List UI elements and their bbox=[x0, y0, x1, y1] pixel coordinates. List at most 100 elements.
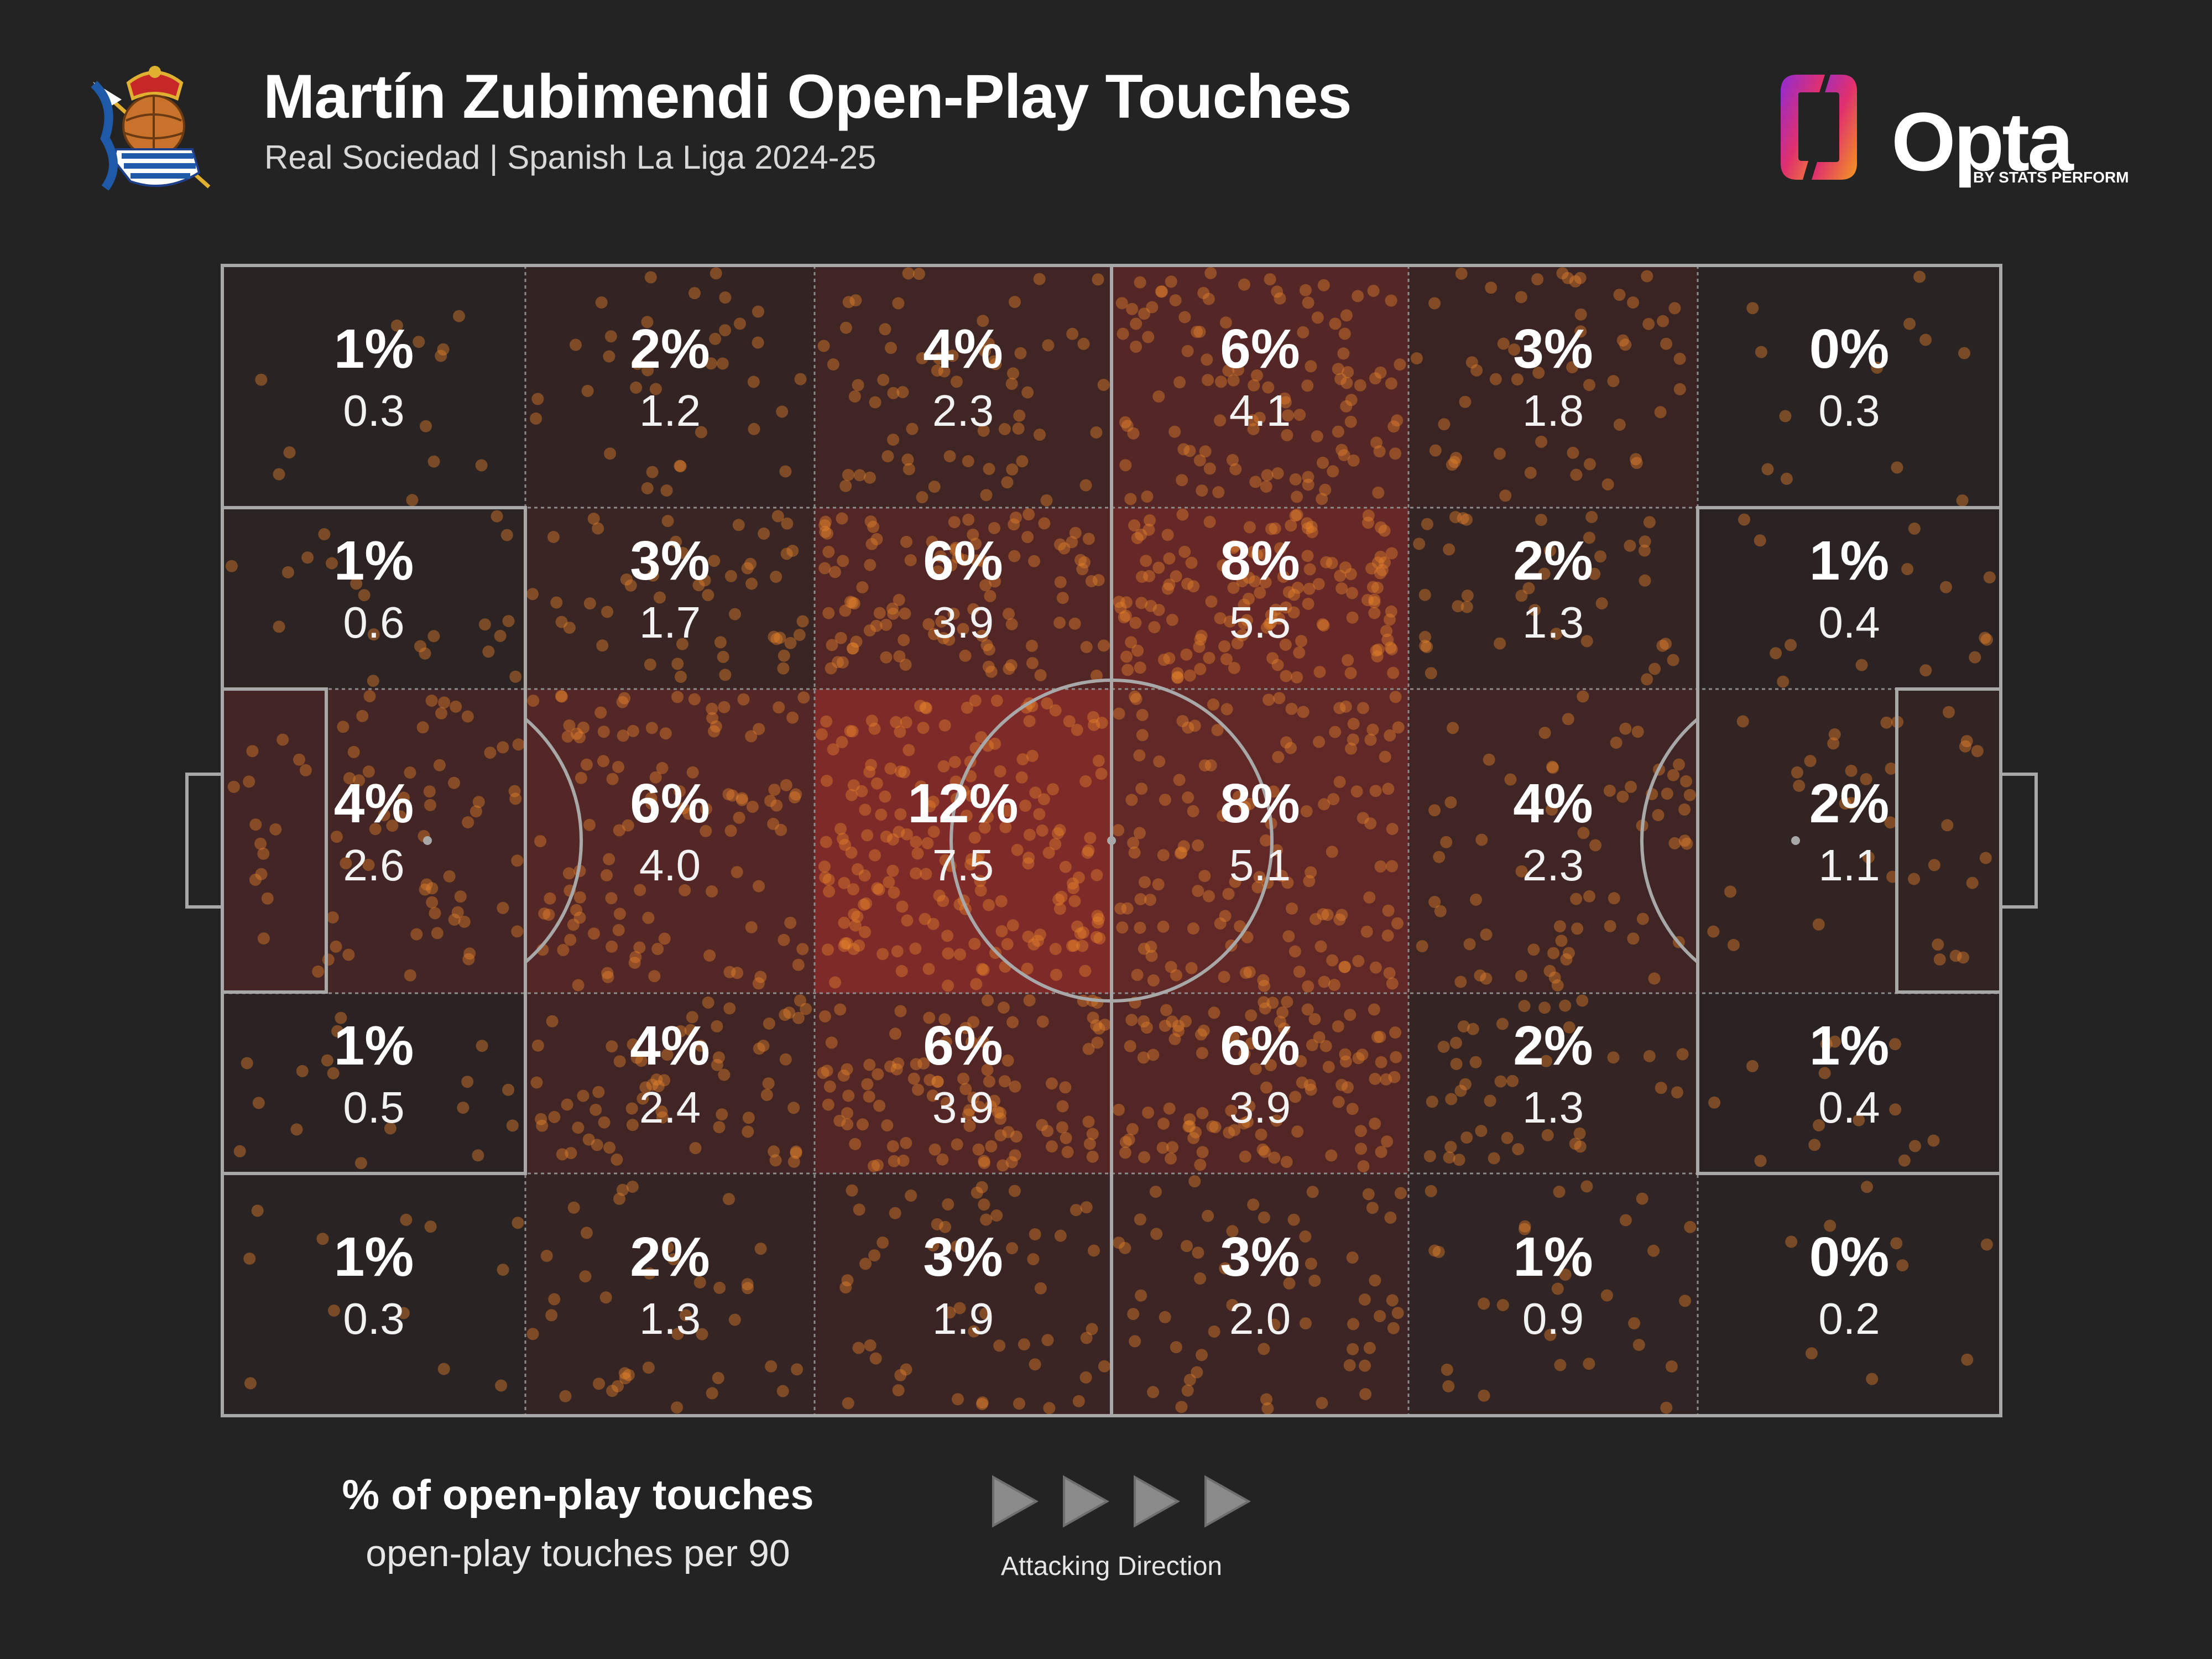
touch-dot bbox=[1384, 641, 1397, 654]
chart-title: Martín Zubimendi Open-Play Touches bbox=[263, 62, 1352, 131]
touch-dot bbox=[1880, 716, 1893, 729]
touch-dot bbox=[601, 606, 614, 618]
touch-dot bbox=[741, 562, 754, 575]
touch-dot bbox=[900, 1363, 912, 1376]
touch-dot bbox=[1169, 294, 1182, 307]
touch-dot bbox=[645, 792, 658, 805]
touch-dot bbox=[437, 343, 450, 356]
touch-dot bbox=[1340, 377, 1353, 389]
touch-dot bbox=[1969, 651, 1981, 664]
touch-dot bbox=[1667, 654, 1679, 666]
touch-dot bbox=[856, 1118, 869, 1131]
touch-dot bbox=[1135, 1289, 1147, 1302]
touch-dot bbox=[1168, 1033, 1181, 1045]
touch-dot bbox=[1009, 1080, 1021, 1093]
touch-dot bbox=[1824, 1219, 1837, 1232]
touch-dot bbox=[1135, 528, 1147, 541]
touch-dot bbox=[863, 1058, 876, 1071]
touch-dot bbox=[1066, 327, 1079, 340]
touch-dot bbox=[414, 640, 426, 653]
touch-dot bbox=[1357, 812, 1369, 825]
touch-dot bbox=[1374, 366, 1387, 379]
touch-dot bbox=[847, 943, 860, 956]
touch-dot bbox=[597, 755, 609, 768]
touch-dot bbox=[342, 948, 355, 961]
touch-dot bbox=[1370, 644, 1383, 657]
touch-dot bbox=[1022, 508, 1035, 521]
touch-dot bbox=[1574, 308, 1587, 321]
touch-dot bbox=[900, 716, 912, 729]
touch-dot bbox=[1239, 967, 1252, 979]
heat-cell bbox=[222, 689, 525, 993]
touch-dot bbox=[1357, 702, 1369, 714]
touch-dot bbox=[954, 948, 966, 961]
touch-dot bbox=[871, 882, 884, 895]
touch-dot bbox=[928, 628, 940, 640]
touch-dot bbox=[354, 1157, 367, 1170]
touch-dot bbox=[1567, 446, 1579, 459]
touch-dot bbox=[1839, 797, 1851, 810]
touch-dot bbox=[1461, 589, 1474, 602]
touch-dot bbox=[1780, 472, 1793, 485]
touch-dot bbox=[941, 930, 954, 942]
touch-dot bbox=[968, 1325, 980, 1338]
touch-dot bbox=[885, 342, 897, 354]
touch-dot bbox=[1178, 311, 1191, 324]
touch-dot bbox=[497, 741, 509, 754]
touch-dot bbox=[316, 1233, 329, 1245]
touch-dot bbox=[1049, 704, 1062, 717]
touch-dot bbox=[534, 835, 546, 848]
touch-dot bbox=[1268, 1151, 1281, 1164]
touch-dot bbox=[545, 1309, 558, 1322]
touch-dot bbox=[1708, 1096, 1721, 1109]
touch-dot bbox=[1639, 574, 1651, 587]
touch-dot bbox=[693, 1276, 706, 1288]
touch-dot bbox=[1845, 764, 1858, 777]
touch-dot bbox=[1334, 373, 1347, 385]
touch-dot bbox=[1556, 267, 1569, 280]
heat-cell bbox=[815, 508, 1112, 689]
touch-dot bbox=[1475, 1125, 1488, 1138]
touch-dot bbox=[1280, 1156, 1293, 1168]
touch-dot bbox=[1041, 1125, 1054, 1138]
touch-dot bbox=[567, 919, 580, 931]
touch-dot bbox=[1072, 1395, 1085, 1407]
touch-dot bbox=[1342, 654, 1354, 666]
touch-dot bbox=[1163, 1102, 1176, 1115]
touch-dot bbox=[717, 650, 729, 663]
touch-dot bbox=[818, 519, 831, 531]
touch-dot bbox=[1113, 707, 1125, 720]
touch-dot bbox=[1391, 917, 1404, 930]
touch-dot bbox=[1676, 1048, 1689, 1061]
touch-dot bbox=[879, 790, 891, 803]
touch-dot bbox=[1225, 1104, 1238, 1117]
touch-dot bbox=[1467, 1022, 1479, 1035]
touch-dot bbox=[1555, 935, 1568, 947]
touch-dot bbox=[1166, 1141, 1178, 1154]
touch-dot bbox=[1380, 1073, 1392, 1086]
touch-dot bbox=[822, 545, 835, 558]
zone-percent: 3% bbox=[1220, 1226, 1300, 1288]
touch-dot bbox=[1227, 582, 1240, 594]
touch-dot bbox=[951, 1138, 963, 1151]
touch-dot bbox=[1147, 1386, 1160, 1399]
touch-dot bbox=[1369, 1073, 1381, 1085]
touch-dot bbox=[1333, 776, 1346, 788]
touch-dot bbox=[1196, 1107, 1209, 1119]
touch-dot bbox=[1563, 1021, 1575, 1034]
touch-dot bbox=[853, 469, 866, 482]
touch-dot bbox=[1949, 950, 1962, 962]
touch-dot bbox=[927, 917, 940, 930]
touch-dot bbox=[893, 593, 905, 606]
heat-cell bbox=[815, 1173, 1112, 1416]
touch-dot bbox=[753, 1042, 765, 1055]
touch-dot bbox=[969, 695, 982, 707]
touch-dot bbox=[1279, 396, 1292, 409]
touch-dot bbox=[945, 559, 957, 572]
touch-dot bbox=[1159, 794, 1171, 806]
touch-dot bbox=[1980, 633, 1993, 646]
touch-dot bbox=[1202, 1209, 1214, 1222]
touch-dot bbox=[605, 892, 618, 905]
touch-dot bbox=[834, 1003, 847, 1016]
zone-percent: 2% bbox=[630, 318, 710, 380]
